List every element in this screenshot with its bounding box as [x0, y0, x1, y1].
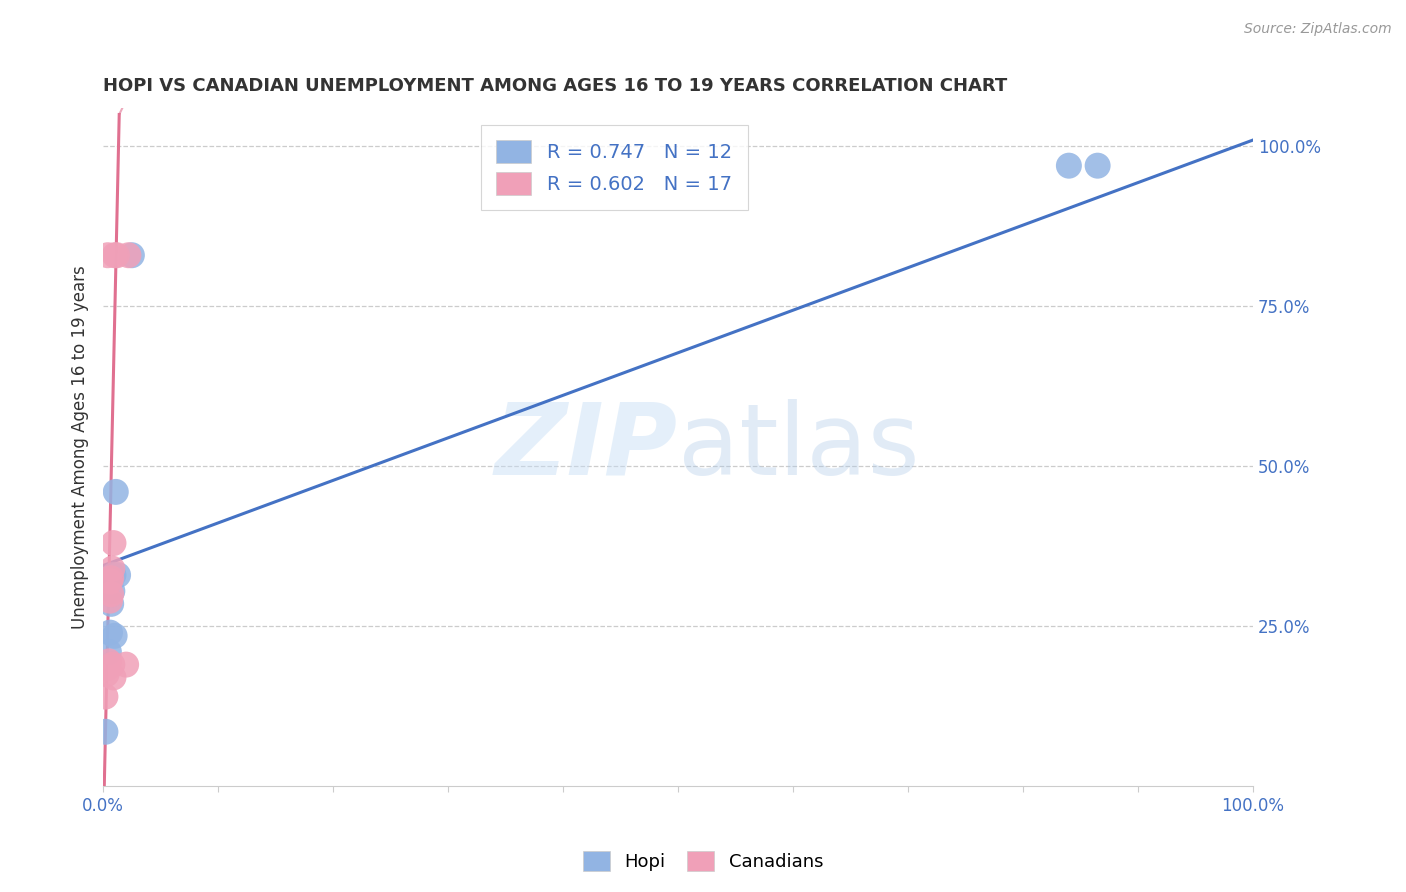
Point	[104, 629, 127, 643]
Point	[97, 248, 120, 262]
Text: HOPI VS CANADIAN UNEMPLOYMENT AMONG AGES 16 TO 19 YEARS CORRELATION CHART: HOPI VS CANADIAN UNEMPLOYMENT AMONG AGES…	[103, 78, 1007, 95]
Point	[97, 654, 120, 668]
Point	[97, 645, 120, 659]
Point	[103, 536, 125, 550]
Point	[103, 568, 125, 582]
Point	[96, 667, 118, 681]
Point	[121, 248, 143, 262]
Point	[115, 657, 138, 672]
Point	[105, 248, 128, 262]
Point	[100, 597, 122, 611]
Point	[100, 587, 122, 601]
Point	[101, 584, 124, 599]
Point	[103, 670, 125, 684]
Point	[1087, 159, 1109, 173]
Point	[117, 248, 139, 262]
Point	[107, 568, 129, 582]
Text: ZIP: ZIP	[495, 399, 678, 496]
Point	[104, 248, 127, 262]
Point	[94, 724, 117, 739]
Point	[104, 484, 127, 499]
Point	[94, 690, 117, 704]
Point	[100, 571, 122, 585]
Y-axis label: Unemployment Among Ages 16 to 19 years: Unemployment Among Ages 16 to 19 years	[72, 265, 89, 629]
Point	[101, 562, 124, 576]
Point	[1057, 159, 1080, 173]
Legend: R = 0.747   N = 12, R = 0.602   N = 17: R = 0.747 N = 12, R = 0.602 N = 17	[481, 125, 748, 211]
Text: atlas: atlas	[678, 399, 920, 496]
Point	[98, 593, 121, 607]
Point	[98, 574, 121, 589]
Point	[98, 625, 121, 640]
Legend: Hopi, Canadians: Hopi, Canadians	[575, 844, 831, 879]
Point	[101, 657, 124, 672]
Text: Source: ZipAtlas.com: Source: ZipAtlas.com	[1244, 22, 1392, 37]
Point	[97, 661, 120, 675]
